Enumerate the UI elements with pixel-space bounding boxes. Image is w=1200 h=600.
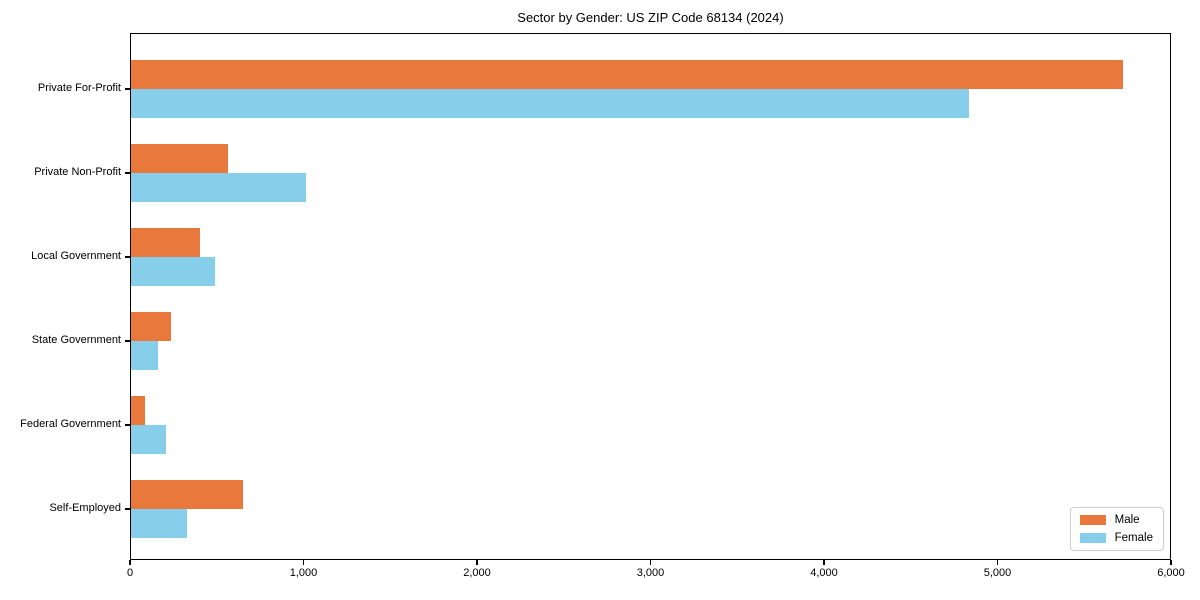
legend-item-female: Female (1079, 532, 1153, 544)
legend-label-female: Female (1114, 532, 1153, 544)
bar-male-federal-government (131, 396, 146, 425)
legend-item-male: Male (1079, 514, 1153, 526)
x-tick-mark (1170, 560, 1172, 565)
x-tick-label-2000: 2,000 (463, 567, 491, 579)
y-tick-mark (125, 256, 130, 258)
x-tick-mark (823, 560, 825, 565)
x-tick-label-6000: 6,000 (1157, 567, 1185, 579)
legend: Male Female (1069, 507, 1164, 551)
y-tick-mark (125, 508, 130, 510)
bar-female-local-government (131, 257, 215, 286)
y-tick-label-private-non-profit: Private Non-Profit (34, 166, 121, 178)
female-swatch-icon (1079, 533, 1106, 543)
x-tick-label-4000: 4,000 (810, 567, 838, 579)
x-tick-label-1000: 1,000 (289, 567, 318, 579)
bar-female-state-government (131, 341, 158, 370)
plot-area: Male Female (130, 33, 1171, 560)
bar-female-private-for-profit (131, 89, 969, 118)
x-tick-label-3000: 3,000 (636, 567, 665, 579)
y-tick-mark (125, 88, 130, 90)
x-tick-mark (996, 560, 999, 565)
bar-female-private-non-profit (131, 173, 307, 202)
x-tick-mark (476, 560, 478, 565)
bar-female-self-employed (131, 509, 187, 538)
x-tick-mark (649, 560, 652, 565)
male-swatch-icon (1079, 515, 1106, 525)
bar-male-private-for-profit (131, 60, 1124, 89)
x-tick-label-0: 0 (126, 567, 134, 579)
x-tick-label-5000: 5,000 (983, 567, 1012, 579)
y-tick-mark (125, 340, 130, 342)
bar-female-federal-government (131, 425, 166, 454)
bar-male-private-non-profit (131, 144, 228, 173)
y-tick-mark (125, 172, 130, 174)
bar-male-self-employed (131, 480, 243, 509)
legend-label-male: Male (1114, 514, 1140, 526)
y-tick-mark (125, 424, 130, 426)
y-tick-label-self-employed: Self-Employed (49, 502, 121, 514)
chart-title: Sector by Gender: US ZIP Code 68134 (202… (517, 10, 784, 25)
y-tick-label-private-for-profit: Private For-Profit (37, 82, 121, 94)
bar-male-state-government (131, 312, 171, 341)
y-tick-label-state-government: State Government (31, 334, 121, 346)
x-tick-mark (129, 560, 131, 565)
x-tick-mark (302, 560, 305, 565)
y-tick-label-local-government: Local Government (31, 250, 121, 262)
y-tick-label-federal-government: Federal Government (20, 418, 121, 430)
bar-male-local-government (131, 228, 201, 257)
